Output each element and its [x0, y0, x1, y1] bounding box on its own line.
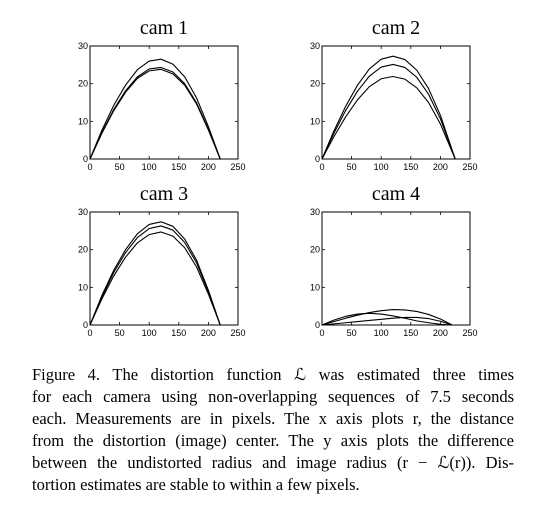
panel-3-ytick-label: 0	[83, 320, 88, 330]
panel-1-xtick-label: 150	[171, 162, 186, 172]
panel-3-ytick-label: 30	[78, 207, 88, 217]
panel-2-ytick-label: 20	[310, 79, 320, 89]
caption-line-3: each. Measurements are in pixels. The x …	[32, 409, 514, 428]
caption-line-1: Figure 4. The distortion function ℒ was …	[32, 365, 514, 384]
caption-line-5: between the undistorted radius and image…	[32, 453, 514, 472]
panel-4-series-line-1	[321, 309, 453, 326]
panel-3: cam 3 0 50 100 150 200 250 0 10 20 30	[78, 183, 246, 338]
panel-3-series-line-3	[89, 231, 221, 326]
panel-1-xtick-label: 100	[142, 162, 157, 172]
panel-1-ytick-label: 30	[78, 41, 88, 51]
panel-1-ytick-label: 20	[78, 79, 88, 89]
panel-3-xtick-label: 100	[142, 328, 157, 338]
panel-3-ytick-label: 10	[78, 282, 88, 292]
caption-line-4: from the distortion (image) center. The …	[32, 431, 514, 450]
panel-3-xtick-label: 200	[201, 328, 216, 338]
panel-1-ytick-label: 0	[83, 154, 88, 164]
panel-2-series-line-3	[321, 75, 456, 160]
panel-4-axes-frame	[321, 211, 471, 326]
panel-3-ytick-label: 20	[78, 245, 88, 255]
panel-1-ytick-label: 10	[78, 116, 88, 126]
panel-3-axes-frame	[89, 211, 239, 326]
panel-4-xtick-label: 50	[347, 328, 357, 338]
panel-1-xtick-label: 0	[87, 162, 92, 172]
panel-1-series-line-1	[89, 58, 221, 160]
panel-2-series-line-2	[321, 63, 456, 160]
panel-2-xtick-label: 100	[374, 162, 389, 172]
panel-1-xtick-label: 50	[115, 162, 125, 172]
panel-1-xtick-label: 200	[201, 162, 216, 172]
panel-2-axes-frame	[321, 45, 471, 160]
panel-4-xtick-label: 0	[319, 328, 324, 338]
panel-4-ytick-label: 30	[310, 207, 320, 217]
caption-line-2: for each camera using non-overlapping se…	[32, 387, 514, 406]
panel-4-series-line-3	[321, 316, 453, 326]
panel-4-ytick-label: 20	[310, 245, 320, 255]
panel-1-title: cam 1	[140, 17, 188, 39]
panel-3-series-line-1	[89, 221, 221, 326]
panel-2-title: cam 2	[372, 17, 420, 39]
panel-4-xtick-label: 150	[403, 328, 418, 338]
figure-caption: Figure 4. The distortion function ℒ was …	[32, 364, 514, 496]
panel-2-ytick-label: 30	[310, 41, 320, 51]
panel-3-title: cam 3	[140, 183, 188, 205]
panel-2-xtick-label: 200	[433, 162, 448, 172]
panel-4-ytick-label: 0	[315, 320, 320, 330]
panel-2-xtick-label: 50	[347, 162, 357, 172]
panel-1-series-line-3	[89, 68, 221, 160]
panel-1-xtick-label: 250	[230, 162, 245, 172]
panel-4: cam 4 0 50 100 150 200 250 0 10 20 30	[310, 183, 478, 338]
panel-3-xtick-label: 50	[115, 328, 125, 338]
caption-line-6: tortion estimates are stable to within a…	[32, 475, 360, 494]
panel-3-series-line-2	[89, 225, 221, 326]
panel-4-title: cam 4	[372, 183, 420, 205]
panel-2-ytick-label: 0	[315, 154, 320, 164]
panel-3-xtick-label: 150	[171, 328, 186, 338]
panel-2-xtick-label: 250	[462, 162, 477, 172]
panel-2-xtick-label: 150	[403, 162, 418, 172]
panel-1-axes-frame	[89, 45, 239, 160]
panel-2: cam 2 0 50 100 150 200 250 0 10 20 30	[310, 17, 478, 172]
panel-3-xtick-label: 250	[230, 328, 245, 338]
panel-4-xtick-label: 100	[374, 328, 389, 338]
panel-2-ytick-label: 10	[310, 116, 320, 126]
panel-4-xtick-label: 250	[462, 328, 477, 338]
panel-1: cam 1 0 50 100 150 200 250 0 10 20 30	[78, 17, 246, 172]
panel-4-series-line-2	[321, 312, 453, 326]
panel-4-xtick-label: 200	[433, 328, 448, 338]
panel-2-series-line-1	[321, 55, 456, 160]
panel-3-xtick-label: 0	[87, 328, 92, 338]
panel-4-ytick-label: 10	[310, 282, 320, 292]
panel-2-xtick-label: 0	[319, 162, 324, 172]
